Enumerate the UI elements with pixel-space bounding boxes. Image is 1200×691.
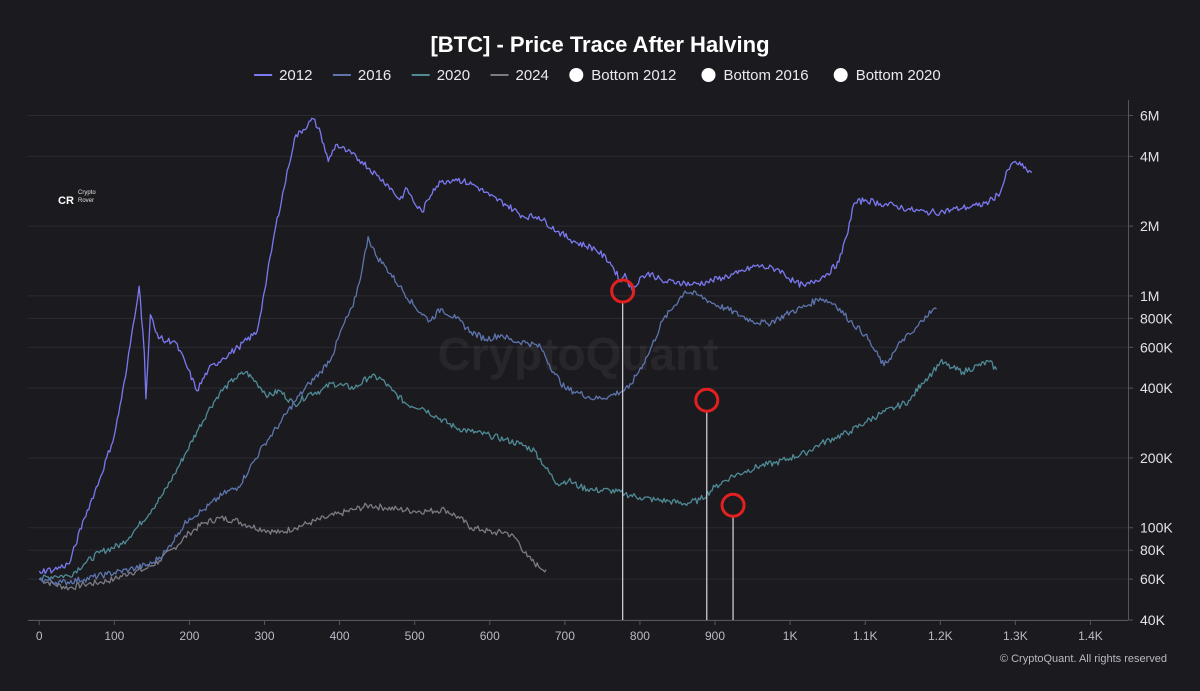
bottom-marker [694,387,720,413]
axes [28,100,1129,621]
y-tick-label: 200K [1140,450,1173,466]
chart-title: [BTC] - Price Trace After Halving [430,32,769,57]
legend: 2012 2016 2020 2024 Bottom 2012 Bottom 2016 Bo… [254,67,941,84]
logo-mark: CR [58,195,74,207]
legend-label: 2024 [516,67,549,84]
legend-item[interactable]: 2012 [254,67,312,84]
y-tick-label: 2M [1140,218,1159,234]
x-tick-label: 1K [783,629,798,643]
legend-label: 2016 [358,67,391,84]
legend-item[interactable]: 2016 [332,67,391,84]
x-tick-label: 1.4K [1078,629,1103,643]
bottom-marker [720,492,746,518]
logo: CR Crypto Rover [58,190,96,207]
x-tick-label: 1.1K [853,629,878,643]
legend-item[interactable]: 2020 [411,67,470,84]
x-axis-ticks: 0 100 200 300 400 500 600 700 800 900 1K 1.1K 1.2K 1.… [36,620,1103,643]
legend-label: 2012 [279,67,312,84]
legend-label: 2020 [437,67,470,84]
y-tick-label: 100K [1140,520,1173,536]
x-tick-label: 300 [255,629,275,643]
series-line-2024 [39,502,547,591]
y-tick-label: 80K [1140,542,1166,558]
y-tick-label: 6M [1140,108,1159,124]
legend-item[interactable]: Bottom 2020 [833,67,941,84]
series-group [38,117,1033,591]
y-axis-ticks: 6M 4M 2M 1M 800K 600K 400K 200K 100K 80K 60K 40K [1128,108,1173,628]
y-tick-label: 600K [1140,339,1173,355]
y-tick-label: 60K [1140,571,1166,587]
logo-text-2: Rover [78,198,94,204]
legend-item[interactable]: Bottom 2012 [569,67,676,84]
x-tick-label: 1.3K [1003,629,1028,643]
watermark: CryptoQuant [437,328,718,380]
x-tick-label: 100 [104,629,124,643]
series-line-2016 [38,236,937,586]
x-tick-label: 400 [330,629,350,643]
bottom-markers [610,278,746,620]
x-tick-label: 600 [480,629,500,643]
copyright: © CryptoQuant. All rights reserved [1000,653,1167,665]
y-tick-label: 1M [1140,288,1159,304]
legend-swatch-dot [569,68,584,82]
legend-item[interactable]: Bottom 2016 [701,67,809,84]
series-line-2020 [39,358,998,581]
y-tick-label: 800K [1140,310,1173,326]
legend-label: Bottom 2016 [724,67,809,84]
legend-label: Bottom 2020 [856,67,941,84]
x-tick-label: 700 [555,629,575,643]
x-tick-label: 1.2K [928,629,953,643]
x-tick-label: 500 [405,629,425,643]
x-tick-label: 200 [179,629,199,643]
y-tick-label: 4M [1140,148,1159,164]
x-tick-label: 900 [705,629,725,643]
legend-label: Bottom 2012 [591,67,676,84]
logo-text-1: Crypto [78,190,96,196]
x-tick-label: 0 [36,629,43,643]
legend-swatch-dot [701,68,716,82]
legend-item[interactable]: 2024 [490,67,549,84]
x-tick-label: 800 [630,629,650,643]
legend-swatch-dot [833,68,848,82]
y-tick-label: 400K [1140,380,1173,396]
bottom-marker [610,278,636,304]
series-line-2012 [38,117,1033,575]
y-tick-label: 40K [1140,612,1166,628]
